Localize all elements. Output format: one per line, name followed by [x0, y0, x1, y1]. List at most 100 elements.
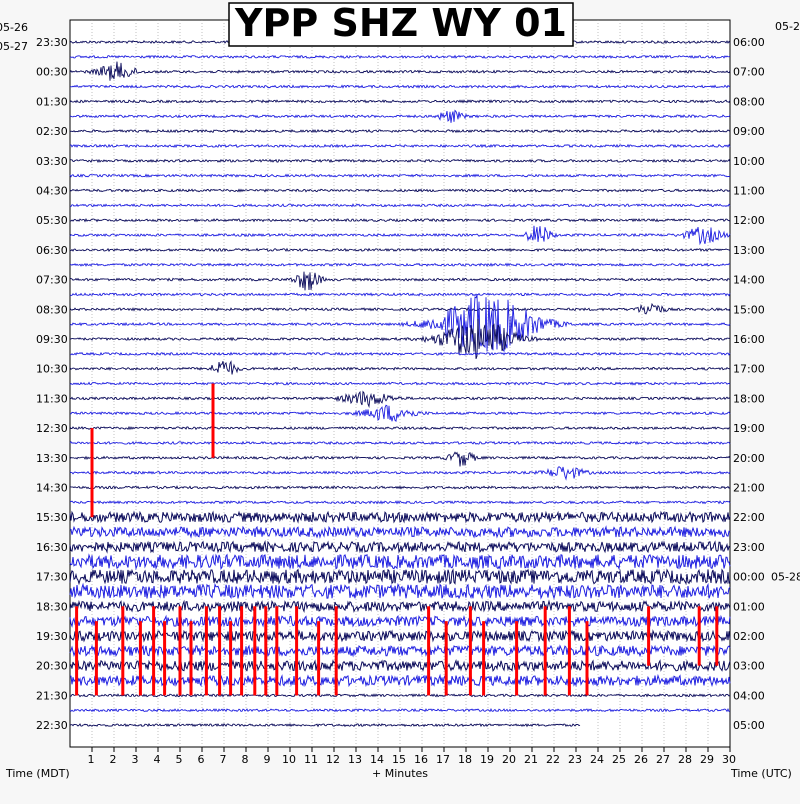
left-time-label: 11:30	[36, 392, 68, 405]
clipped-spike	[152, 606, 156, 696]
x-tick-label: 28	[678, 753, 692, 766]
right-date-label: 05-28	[771, 570, 800, 583]
left-time-label: 22:30	[36, 719, 68, 732]
x-tick-label: 11	[304, 753, 318, 766]
x-tick-label: 1	[88, 753, 95, 766]
trace-row	[69, 381, 731, 386]
right-time-label: 17:00	[733, 363, 765, 376]
x-tick-label: 3	[132, 753, 139, 766]
left-time-label: 21:30	[36, 689, 68, 702]
clipped-spike	[178, 606, 182, 696]
trace-row	[69, 294, 731, 353]
clipped-spike	[585, 621, 589, 696]
trace-row	[69, 351, 731, 356]
clipped-spike	[515, 621, 519, 696]
trace-row	[69, 217, 731, 223]
trace-row	[69, 99, 731, 104]
right-time-label: 01:00	[733, 600, 765, 613]
clipped-spike	[647, 606, 651, 666]
trace-row	[69, 61, 731, 81]
clipped-spike	[275, 606, 279, 696]
right-time-label: 00:00	[733, 571, 765, 584]
x-tick-label: 23	[568, 753, 582, 766]
trace-row	[69, 525, 731, 539]
right-time-label: 09:00	[733, 125, 765, 138]
x-tick-label: 24	[590, 753, 604, 766]
left-time-label: 10:30	[36, 363, 68, 376]
left-time-label: 04:30	[36, 185, 68, 198]
trace-row	[69, 271, 730, 291]
right-time-label: 23:00	[733, 541, 765, 554]
right-time-label: 13:00	[733, 244, 765, 257]
x-tick-label: 30	[722, 753, 736, 766]
trace-row	[69, 158, 731, 164]
right-time-label: 22:00	[733, 511, 765, 524]
left-time-label: 19:30	[36, 630, 68, 643]
trace-row	[69, 390, 731, 409]
clipped-spike	[697, 606, 701, 666]
clipped-spike	[229, 621, 233, 696]
right-time-label: 21:00	[733, 482, 765, 495]
trace-row	[69, 485, 731, 490]
trace-row	[69, 247, 731, 253]
right-date-label: 05-27	[775, 20, 800, 33]
left-time-label: 08:30	[36, 303, 68, 316]
right-axis-label: Time (UTC)	[730, 767, 792, 780]
left-time-label: 14:30	[36, 482, 68, 495]
right-time-label: 11:00	[733, 185, 765, 198]
x-tick-label: 14	[370, 753, 384, 766]
x-tick-label: 25	[612, 753, 626, 766]
clipped-spike	[121, 606, 125, 696]
left-time-label: 12:30	[36, 422, 68, 435]
trace-row	[69, 693, 731, 698]
x-tick-label: 27	[656, 753, 670, 766]
left-time-label: 09:30	[36, 333, 68, 346]
trace-row	[69, 143, 731, 149]
trace-row	[69, 553, 731, 571]
right-time-label: 19:00	[733, 422, 765, 435]
clipped-spike	[253, 606, 257, 696]
seismic-traces	[69, 39, 731, 728]
right-time-label: 12:00	[733, 214, 765, 227]
trace-row	[69, 451, 731, 467]
title-box	[228, 2, 574, 47]
clipped-spike	[75, 606, 79, 696]
right-time-label: 05:00	[733, 719, 765, 732]
trace-row	[69, 707, 731, 713]
x-tick-label: 9	[264, 753, 271, 766]
trace-row	[69, 466, 731, 481]
right-time-label: 10:00	[733, 155, 765, 168]
trace-row	[69, 425, 731, 431]
clipped-spike	[211, 383, 215, 458]
left-date-label: 05-26	[0, 21, 28, 34]
x-tick-label: 5	[176, 753, 183, 766]
right-time-label: 04:00	[733, 689, 765, 702]
right-time-label: 02:00	[733, 630, 765, 643]
clipped-spike	[295, 606, 299, 696]
x-tick-label: 4	[154, 753, 161, 766]
x-tick-label: 26	[634, 753, 648, 766]
trace-row	[69, 568, 731, 586]
trace-row	[69, 404, 731, 423]
clipped-spike	[334, 606, 338, 696]
clipped-spike	[264, 606, 268, 696]
clipped-spike	[163, 621, 167, 696]
right-time-label: 06:00	[733, 36, 765, 49]
left-time-label: 06:30	[36, 244, 68, 257]
left-time-label: 16:30	[36, 541, 68, 554]
left-time-label: 15:30	[36, 511, 68, 524]
trace-row	[69, 188, 731, 193]
x-tick-label: 6	[198, 753, 205, 766]
trace-row	[69, 262, 731, 268]
left-time-label: 17:30	[36, 571, 68, 584]
trace-row	[69, 109, 731, 123]
clipped-spike	[218, 606, 222, 696]
trace-row	[69, 318, 731, 360]
trace-row	[69, 225, 731, 246]
x-tick-label: 17	[436, 753, 450, 766]
right-time-label: 15:00	[733, 303, 765, 316]
x-tick-label: 29	[700, 753, 714, 766]
x-tick-label: 7	[220, 753, 227, 766]
x-tick-label: 10	[282, 753, 296, 766]
x-tick-label: 19	[480, 753, 494, 766]
